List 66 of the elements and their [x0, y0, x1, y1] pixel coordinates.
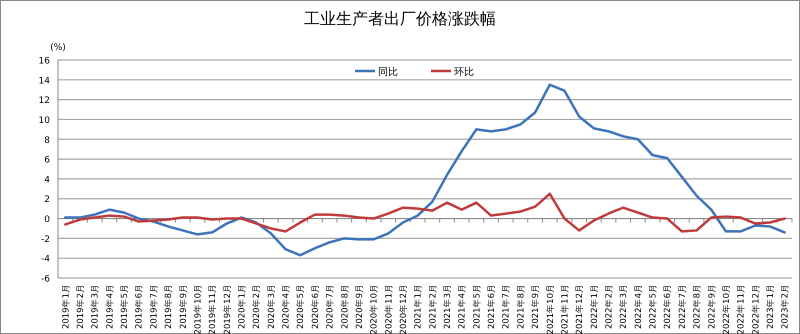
- x-tick-label: 2022年5月: [648, 284, 659, 330]
- x-tick-label: 2022年9月: [706, 284, 718, 330]
- x-tick-label: 2019年10月: [192, 284, 204, 334]
- y-tick-label: 16: [38, 56, 50, 66]
- x-tick-label: 2022年7月: [676, 284, 688, 330]
- x-tick-label: 2020年9月: [354, 284, 365, 330]
- y-tick-label: 8: [44, 136, 50, 146]
- y-tick-label: 0: [44, 215, 50, 226]
- x-tick-label: 2022年6月: [662, 284, 674, 330]
- x-tick-label: 2020年2月: [251, 284, 262, 330]
- x-tick-label: 2020年10月: [368, 284, 380, 334]
- x-tick-label: 2020年7月: [324, 284, 336, 330]
- x-tick-label: 2022年3月: [618, 284, 630, 330]
- x-tick-label: 2019年12月: [222, 284, 233, 334]
- x-tick-label: 2021年4月: [456, 284, 468, 330]
- x-tick-label: 2020年11月: [383, 284, 394, 334]
- y-axis-title: (%): [50, 43, 66, 53]
- y-tick-label: 10: [38, 116, 50, 126]
- x-tick-label: 2020年6月: [310, 284, 321, 330]
- x-tick-label: 2019年6月: [134, 284, 145, 330]
- y-tick-label: 14: [38, 76, 50, 86]
- x-tick-label: 2023年2月: [780, 284, 791, 330]
- legend-label: 环比: [454, 66, 474, 78]
- x-tick-label: 2022年2月: [604, 284, 614, 330]
- x-tick-label: 2023年1月: [764, 284, 776, 330]
- x-tick-label: 2021年11月: [559, 284, 570, 334]
- x-tick-label: 2020年3月: [266, 284, 277, 330]
- x-tick-label: 2021年6月: [486, 284, 498, 330]
- x-tick-label: 2020年4月: [280, 284, 292, 330]
- x-tick-label: 2019年3月: [90, 284, 101, 330]
- x-tick-label: 2019年2月: [75, 284, 86, 330]
- y-tick-label: 2: [44, 195, 50, 206]
- x-tick-label: 2019年1月: [60, 284, 72, 330]
- x-tick-label: 2019年4月: [104, 284, 116, 330]
- x-tick-label: 2021年5月: [471, 284, 482, 330]
- x-tick-label: 2022年12月: [750, 284, 762, 334]
- x-tick-label: 2021年12月: [574, 284, 586, 334]
- x-tick-label: 2020年1月: [236, 284, 248, 330]
- x-tick-label: 2020年12月: [398, 284, 409, 334]
- y-tick-label: -6: [41, 274, 50, 284]
- y-tick-label: 6: [44, 156, 50, 166]
- x-tick-label: 2019年8月: [163, 284, 174, 330]
- y-tick-label: -4: [41, 254, 50, 265]
- x-tick-label: 2020年8月: [339, 284, 350, 330]
- x-tick-label: 2019年5月: [119, 284, 130, 330]
- x-tick-label: 2022年10月: [720, 284, 732, 334]
- x-tick-label: 2019年9月: [178, 284, 189, 330]
- x-tick-label: 2022年1月: [588, 284, 600, 330]
- x-tick-label: 2021年2月: [427, 284, 438, 330]
- x-tick-label: 2021年9月: [530, 284, 542, 330]
- y-tick-label: -2: [41, 234, 50, 245]
- x-tick-label: 2021年3月: [442, 284, 454, 330]
- y-tick-label: 12: [38, 96, 50, 106]
- y-tick-label: 4: [44, 175, 50, 186]
- x-tick-label: 2021年10月: [544, 284, 556, 334]
- legend-label: 同比: [378, 66, 398, 78]
- title: 工业生产者出厂价格涨跌幅: [304, 11, 496, 28]
- x-tick-label: 2019年7月: [148, 284, 160, 330]
- x-tick-label: 2021年1月: [412, 284, 424, 330]
- x-tick-label: 2021年8月: [515, 284, 526, 330]
- x-tick-label: 2020年5月: [295, 284, 306, 330]
- x-tick-label: 2022年8月: [692, 284, 703, 330]
- x-tick-label: 2022年4月: [632, 284, 644, 330]
- x-tick-label: 2022年11月: [736, 284, 747, 334]
- x-tick-label: 2019年11月: [207, 284, 218, 334]
- x-tick-label: 2021年7月: [500, 284, 512, 330]
